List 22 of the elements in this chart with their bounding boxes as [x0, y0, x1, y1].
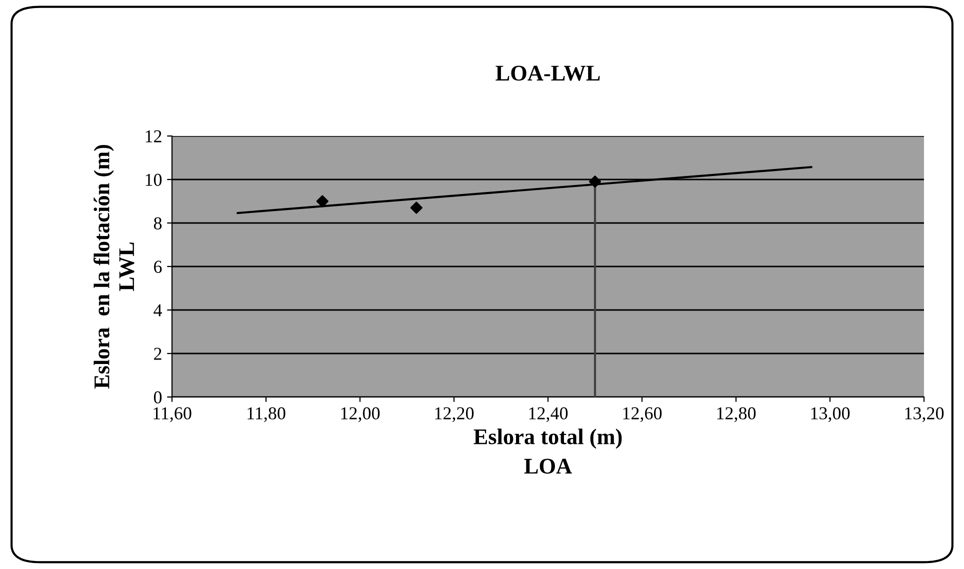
y-tick-label: 10: [146, 174, 162, 186]
y-axis-title: Eslora en la flotación (m) LWL: [94, 144, 134, 389]
point: [410, 202, 422, 214]
point: [588, 176, 602, 188]
y-tick-label: 4: [154, 304, 162, 316]
x-tick-label: 12,20: [435, 407, 474, 422]
x-tick-label: 12,40: [529, 407, 568, 422]
x-tick-label: 12,60: [623, 407, 662, 422]
point: [316, 195, 328, 208]
y-tick-label: 12: [146, 130, 162, 142]
y-tick-label: 6: [154, 260, 162, 273]
x-tick-label: 11,80: [248, 407, 286, 422]
y-tick-label: 8: [154, 217, 162, 230]
y-tick-label: 0: [154, 391, 162, 404]
chart-title: LOA-LWL: [496, 66, 600, 81]
x-tick-label: 13,20: [905, 407, 944, 422]
y-tick-label: 2: [154, 348, 162, 360]
x-tick-label: 13,00: [811, 407, 850, 422]
x-axis-title: Eslora total (m) LOA: [474, 428, 622, 474]
x-tick-label: 12,00: [341, 407, 380, 422]
x-tick-label: 12,80: [717, 407, 756, 422]
x-tick-label: 11,60: [154, 407, 192, 422]
